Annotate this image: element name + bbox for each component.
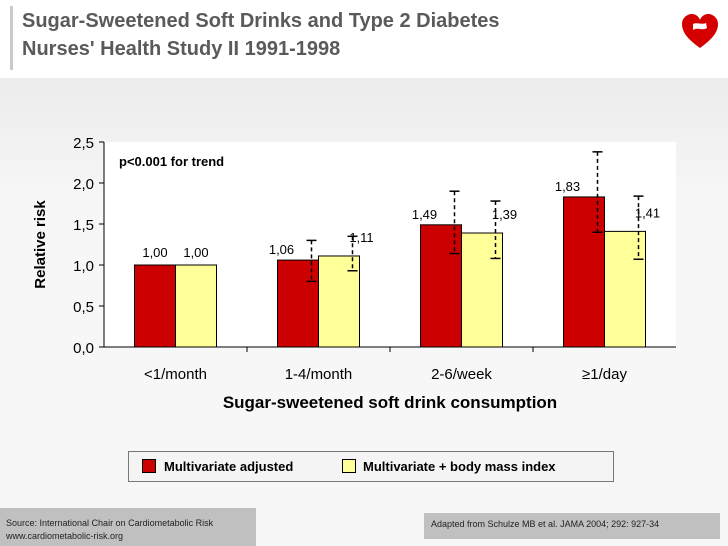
- legend-label-multivariate-adjusted: Multivariate adjusted: [164, 459, 294, 474]
- chart-legend: Multivariate adjusted Multivariate + bod…: [128, 451, 614, 482]
- title-accent-bar: [10, 6, 13, 70]
- legend-label-multivariate-bmi: Multivariate + body mass index: [363, 459, 556, 474]
- bar-chart: 0,0 0,5 1,0 1,5 2,0 2,5 Relative risk Sugar-swe…: [32, 135, 676, 412]
- data-label: 1,83: [555, 179, 580, 194]
- source-url: www.cardiometabolic-risk.org: [6, 531, 124, 541]
- title-band: [0, 0, 728, 78]
- bar-multivariate-adjusted: [134, 264, 176, 348]
- x-tick-label: <1/month: [144, 366, 207, 383]
- x-tick-label: ≥1/day: [582, 366, 627, 383]
- x-tick-label: 2-6/week: [431, 366, 492, 383]
- x-axis-title: Sugar-sweetened soft drink consumption: [223, 393, 557, 412]
- y-tick-label: 1,0: [73, 258, 94, 275]
- heart-logo-icon: [682, 14, 718, 48]
- data-label: 1,00: [142, 245, 167, 260]
- bar-multivariate-adjusted: [277, 259, 319, 348]
- y-tick-label: 0,5: [73, 299, 94, 316]
- y-axis-title: Relative risk: [32, 200, 49, 289]
- data-label: 1,39: [492, 207, 517, 222]
- bar-multivariate-bmi: [604, 230, 646, 348]
- trend-annotation: p<0.001 for trend: [119, 154, 224, 169]
- bar-multivariate-adjusted: [563, 196, 605, 348]
- y-tick-label: 2,5: [73, 135, 94, 152]
- legend-swatch-multivariate-bmi: [342, 459, 356, 473]
- legend-swatch-multivariate-adjusted: [142, 459, 156, 473]
- data-label: 1,06: [269, 242, 294, 257]
- x-tick-label: 1-4/month: [285, 366, 353, 383]
- slide-title-line-1: Sugar-Sweetened Soft Drinks and Type 2 D…: [22, 10, 500, 32]
- source-footer: Source: International Chair on Cardiomet…: [0, 508, 256, 546]
- y-tick-label: 2,0: [73, 176, 94, 193]
- bar-multivariate-adjusted: [420, 224, 462, 348]
- citation-text: Adapted from Schulze MB et al. JAMA 2004…: [431, 519, 660, 529]
- data-label: 1,11: [349, 230, 373, 245]
- citation-footer: Adapted from Schulze MB et al. JAMA 2004…: [424, 513, 720, 539]
- bar-multivariate-bmi: [461, 232, 503, 348]
- data-label: 1,41: [635, 205, 660, 220]
- y-tick-label: 0,0: [73, 340, 94, 357]
- slide-title-line-2: Nurses' Health Study II 1991-1998: [22, 38, 341, 60]
- bar-multivariate-bmi: [175, 264, 217, 348]
- source-text: Source: International Chair on Cardiomet…: [6, 518, 214, 528]
- bar-multivariate-bmi: [318, 255, 360, 348]
- data-label: 1,49: [412, 207, 437, 222]
- y-tick-label: 1,5: [73, 217, 94, 234]
- data-label: 1,00: [183, 245, 208, 260]
